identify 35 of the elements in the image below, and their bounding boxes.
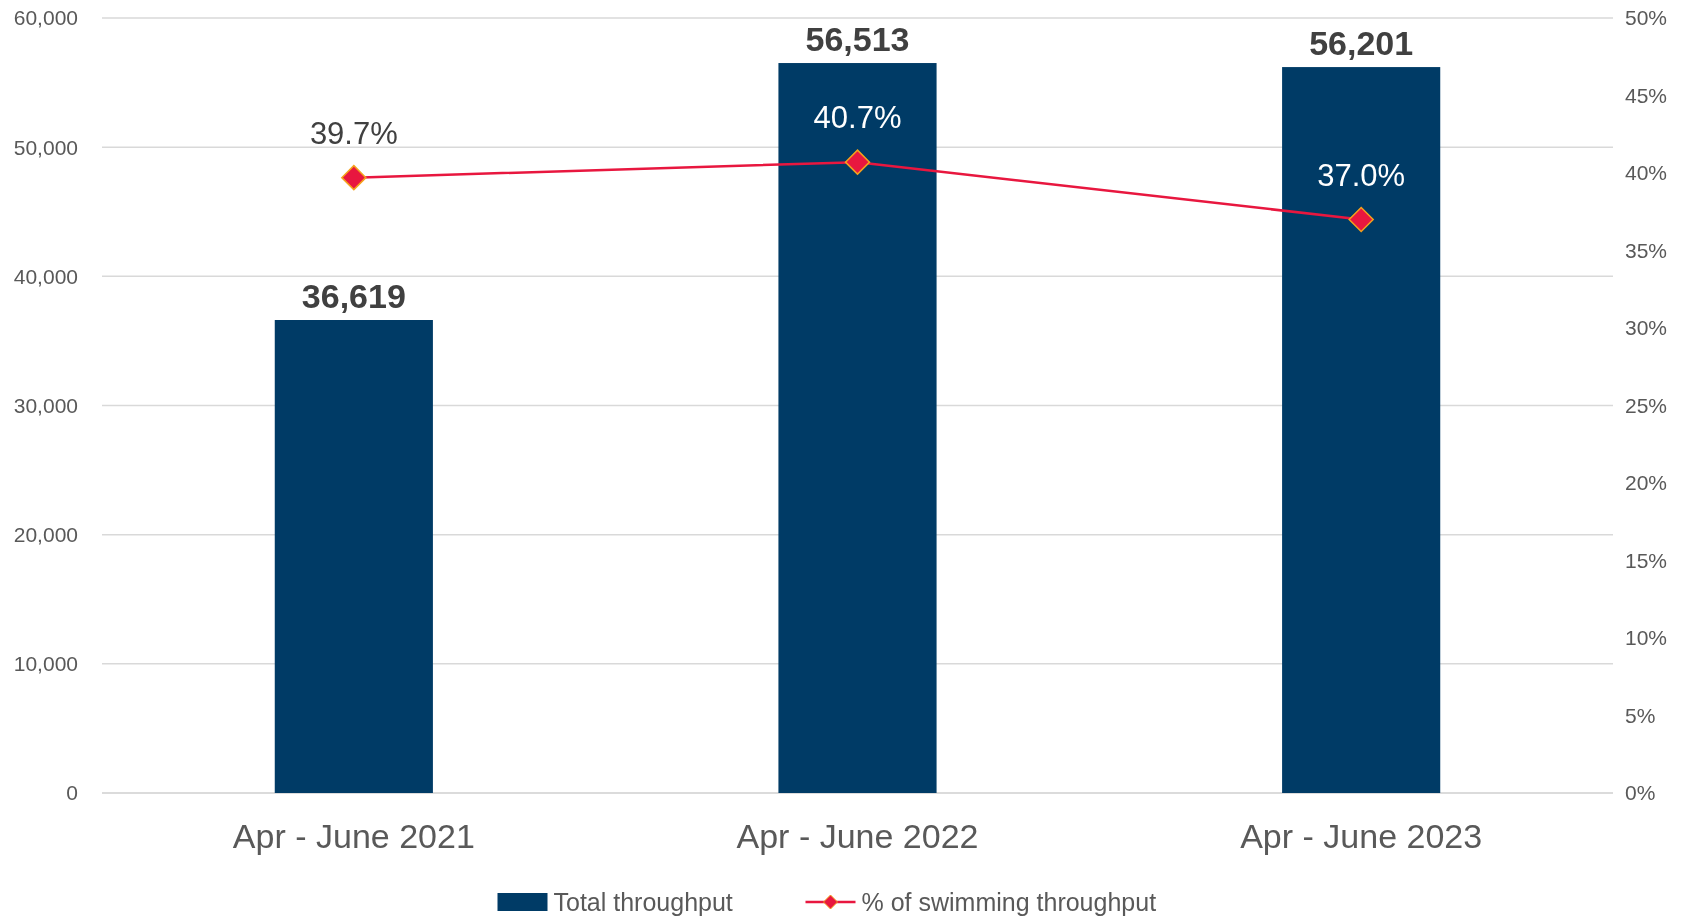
data-label: 39.7%: [309, 115, 398, 151]
x-tick-label: Apr - June 2023: [1240, 817, 1483, 855]
data-label: 36,619: [301, 277, 406, 315]
y2-tick-label: 0%: [1625, 781, 1656, 805]
y-tick-label: 60,000: [13, 6, 78, 30]
data-label: 56,513: [805, 20, 910, 59]
data-label: 56,201: [1309, 24, 1414, 63]
data-label: 40.7%: [813, 100, 902, 136]
legend-label: % of swimming throughput: [861, 887, 1157, 916]
x-tick-label: Apr - June 2022: [736, 817, 979, 855]
y-tick-label: 20,000: [13, 523, 78, 547]
y2-tick-label: 20%: [1625, 471, 1668, 495]
y2-tick-label: 10%: [1625, 626, 1668, 650]
y2-tick-label: 30%: [1625, 316, 1668, 340]
y-tick-label: 50,000: [13, 135, 78, 159]
y-tick-label: 0: [66, 781, 78, 805]
point: [341, 164, 367, 191]
y-tick-label: 10,000: [13, 652, 78, 676]
y2-tick-label: 15%: [1625, 548, 1668, 572]
y2-tick-label: 25%: [1625, 393, 1668, 417]
bar: [778, 63, 937, 793]
bar: [1282, 67, 1441, 793]
legend-label: Total throughput: [553, 887, 733, 916]
data-label: 37.0%: [1317, 157, 1406, 193]
point: [1348, 206, 1374, 233]
x-tick-label: Apr - June 2021: [232, 817, 475, 855]
y-tick-label: 40,000: [13, 264, 78, 288]
y-tick-label: 30,000: [13, 393, 78, 417]
bar: [274, 320, 433, 793]
y2-tick-label: 50%: [1625, 6, 1668, 30]
y2-tick-label: 45%: [1625, 83, 1668, 107]
point: [844, 149, 871, 175]
y2-tick-label: 5%: [1625, 703, 1656, 727]
y2-tick-label: 40%: [1625, 161, 1668, 185]
y2-tick-label: 35%: [1625, 238, 1668, 262]
